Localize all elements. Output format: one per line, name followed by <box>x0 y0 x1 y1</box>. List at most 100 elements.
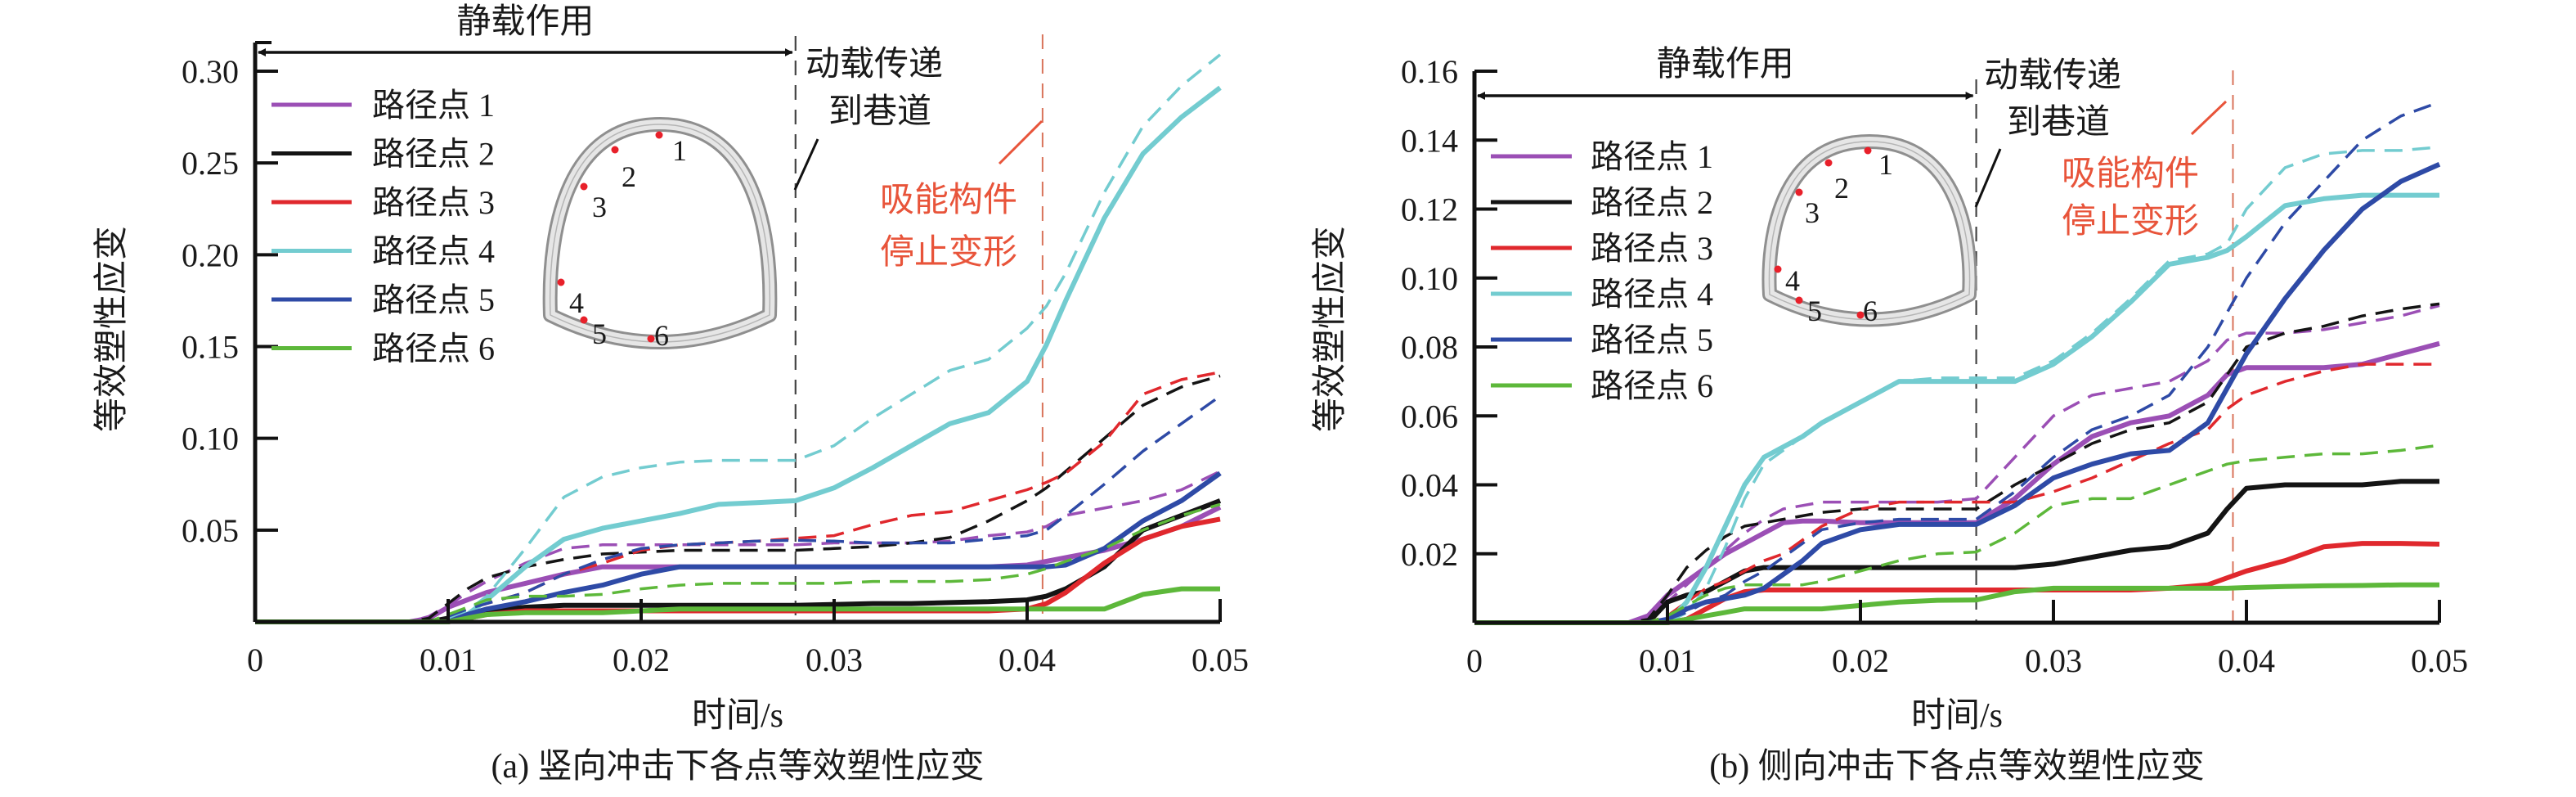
legend-item-6: 路径点 6 <box>272 331 495 367</box>
caption-a: (a) 竖向冲击下各点等效塑性应变 <box>491 747 984 786</box>
axes-a <box>253 41 1220 624</box>
path-point-label-3: 3 <box>1805 196 1820 229</box>
series-line-point-6-dashed <box>255 502 1221 624</box>
path-point-label-1: 1 <box>1878 148 1893 181</box>
path-point-label-5: 5 <box>592 317 607 350</box>
legend-label: 路径点 1 <box>372 87 495 124</box>
caption-b: (b) 侧向冲击下各点等效塑性应变 <box>1709 747 2204 786</box>
series-line-point-4-dashed <box>255 53 1222 624</box>
path-point-marker-6 <box>647 335 655 343</box>
series-line-point-5-dashed <box>255 394 1222 624</box>
plot-lines-a <box>255 34 1222 624</box>
dynamic-label-leader <box>1974 148 2002 208</box>
legend-item-1: 路径点 1 <box>1491 138 1713 175</box>
legend-label: 路径点 3 <box>1591 230 1713 267</box>
series-line-point-2-dashed <box>1474 302 2440 624</box>
y-tick-label: 0.10 <box>1401 260 1458 297</box>
legend-item-2: 路径点 2 <box>272 136 495 173</box>
legend-item-5: 路径点 5 <box>1491 322 1713 358</box>
dynamic-label-leader <box>793 138 819 191</box>
annotations-a: 静载作用 动载传递 到巷道 吸能构件 停止变形 <box>456 3 1043 272</box>
x-tick-label: 0 <box>247 642 263 678</box>
y-tick-label: 0.10 <box>182 421 239 457</box>
series-line-point-5-dashed <box>1474 101 2440 624</box>
series-line-point-3-solid <box>1474 541 2440 625</box>
legend-label: 路径点 6 <box>372 331 495 367</box>
y-tick-label: 0.02 <box>1401 536 1458 573</box>
path-point-label-4: 4 <box>569 286 584 319</box>
path-point-marker-5 <box>1795 296 1803 304</box>
x-axis-label-b: 时间/s <box>1911 697 2003 735</box>
static-load-label: 静载作用 <box>1657 46 1794 83</box>
x-tick-label: 0.01 <box>420 642 477 678</box>
panel-lateral-impact: 0 0.01 0.02 0.03 0.04 0.05 0.02 0.04 0.06 0.08 0.1… <box>1311 46 2468 786</box>
x-tick-label: 0.02 <box>613 642 670 678</box>
tunnel-outline-inner <box>1768 141 1971 321</box>
path-point-label-6: 6 <box>654 319 669 352</box>
x-tick-label: 0.04 <box>2218 642 2275 679</box>
series-line-point-1-dashed <box>1474 304 2440 624</box>
static-load-label: 静载作用 <box>456 3 594 41</box>
x-tick-label: 0.01 <box>1639 642 1696 679</box>
y-axis-label-b: 等效塑性应变 <box>1311 226 1349 432</box>
path-point-marker-5 <box>580 316 588 324</box>
path-point-marker-3 <box>1795 188 1803 196</box>
tunnel-inset-a: 1 23 45 6 <box>542 117 778 352</box>
legend-item-5: 路径点 5 <box>272 281 495 318</box>
dynamic-load-label-line2: 到巷道 <box>828 93 931 131</box>
legend-a: 路径点 1 路径点 2 路径点 3 路径点 4 路径点 5 路径点 6 <box>272 87 495 367</box>
legend-label: 路径点 5 <box>372 281 495 318</box>
y-tick-label: 0.06 <box>1401 398 1458 435</box>
legend-label: 路径点 1 <box>1591 138 1713 175</box>
path-point-label-2: 2 <box>622 160 636 193</box>
y-axis-label-a: 等效塑性应变 <box>92 226 131 432</box>
series-line-point-5-solid <box>255 471 1222 624</box>
x-axis-label-a: 时间/s <box>692 697 783 735</box>
series-line-point-6-dashed <box>1474 444 2440 624</box>
series-line-point-6-solid <box>1474 582 2439 625</box>
legend-label: 路径点 3 <box>372 184 495 221</box>
absorber-label-line1: 吸能构件 <box>880 182 1017 219</box>
ticks-b: 0 0.01 0.02 0.03 0.04 0.05 0.02 0.04 0.06 0.08 0.1… <box>1401 53 2468 679</box>
legend-b: 路径点 1 路径点 2 路径点 3 路径点 4 路径点 5 路径点 6 <box>1491 138 1713 404</box>
legend-item-3: 路径点 3 <box>1491 230 1713 267</box>
y-tick-label: 0.25 <box>182 145 239 182</box>
series-line-point-4-solid <box>1474 192 2439 625</box>
path-point-marker-1 <box>1864 146 1872 155</box>
path-point-label-3: 3 <box>592 191 607 223</box>
path-point-marker-6 <box>1856 311 1865 319</box>
series-line-point-2-dashed <box>255 374 1221 624</box>
path-point-label-2: 2 <box>1834 172 1849 205</box>
dynamic-load-label-line1: 动载传递 <box>1984 57 2121 95</box>
y-tick-label: 0.16 <box>1401 53 1458 90</box>
tunnel-inset-b: 123 45 6 <box>1761 134 1977 327</box>
path-point-label-1: 1 <box>672 134 687 167</box>
legend-item-4: 路径点 4 <box>1491 276 1713 313</box>
legend-label: 路径点 5 <box>1591 322 1713 358</box>
series-line-point-6-solid <box>255 586 1220 624</box>
path-point-label-4: 4 <box>1785 264 1800 297</box>
dynamic-load-label-line2: 到巷道 <box>2007 104 2110 142</box>
legend-label: 路径点 4 <box>372 233 495 270</box>
absorber-label-leader <box>998 119 1043 165</box>
dynamic-load-label-line1: 动载传递 <box>806 46 943 83</box>
plot-lines-b <box>1474 70 2441 625</box>
x-tick-label: 0.04 <box>999 642 1056 678</box>
tunnel-outline-inner <box>549 124 771 343</box>
y-tick-label: 0.08 <box>1401 329 1458 366</box>
annotations-b: 静载作用 动载传递 到巷道 吸能构件 停止变形 <box>1657 46 2228 241</box>
legend-label: 路径点 2 <box>1591 184 1713 221</box>
legend-item-6: 路径点 6 <box>1491 367 1713 404</box>
y-tick-label: 0.12 <box>1401 191 1458 228</box>
path-point-marker-1 <box>655 131 663 139</box>
legend-label: 路径点 6 <box>1591 367 1713 404</box>
ticks-a: 0 0.01 0.02 0.03 0.04 0.05 0.05 0.10 0.15 0.20 0.2… <box>182 53 1249 678</box>
x-tick-label: 0.02 <box>1832 642 1889 679</box>
path-point-marker-2 <box>1824 159 1833 167</box>
x-tick-label: 0.05 <box>2411 642 2468 679</box>
legend-label: 路径点 4 <box>1591 276 1713 313</box>
legend-item-1: 路径点 1 <box>272 87 495 124</box>
legend-item-4: 路径点 4 <box>272 233 495 270</box>
y-tick-label: 0.20 <box>182 236 239 273</box>
